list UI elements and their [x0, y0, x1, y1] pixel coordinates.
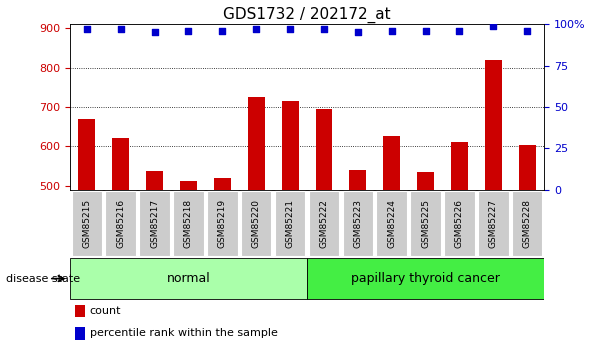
Point [353, 30, 363, 35]
Point [150, 30, 159, 35]
Bar [75, 327, 85, 339]
Bar [350, 170, 366, 190]
FancyBboxPatch shape [307, 258, 544, 299]
Bar [112, 138, 129, 190]
FancyBboxPatch shape [410, 191, 441, 256]
Text: GSM85224: GSM85224 [387, 199, 396, 248]
Point [421, 28, 430, 33]
FancyBboxPatch shape [72, 191, 102, 256]
Text: percentile rank within the sample: percentile rank within the sample [90, 328, 278, 338]
Text: GSM85221: GSM85221 [286, 199, 295, 248]
Text: disease state: disease state [6, 274, 80, 284]
Bar [180, 181, 197, 190]
FancyBboxPatch shape [139, 191, 170, 256]
Point [285, 26, 295, 32]
Bar [146, 171, 163, 190]
Point [319, 26, 329, 32]
Bar [451, 142, 468, 190]
Point [455, 28, 465, 33]
Text: GSM85225: GSM85225 [421, 199, 430, 248]
FancyBboxPatch shape [241, 191, 271, 256]
FancyBboxPatch shape [207, 191, 238, 256]
Point [387, 28, 396, 33]
Text: GSM85222: GSM85222 [319, 199, 328, 248]
Text: count: count [90, 306, 122, 316]
Bar [383, 136, 400, 190]
Bar [214, 178, 231, 190]
Text: GSM85219: GSM85219 [218, 199, 227, 248]
Point [218, 28, 227, 33]
Point [488, 23, 498, 29]
Text: GSM85227: GSM85227 [489, 199, 498, 248]
Bar [78, 119, 95, 190]
FancyBboxPatch shape [70, 258, 307, 299]
Text: GSM85215: GSM85215 [82, 199, 91, 248]
FancyBboxPatch shape [106, 191, 136, 256]
Text: papillary thyroid cancer: papillary thyroid cancer [351, 272, 500, 285]
Bar [248, 97, 264, 190]
Point [116, 26, 126, 32]
Text: GSM85228: GSM85228 [523, 199, 532, 248]
Text: GSM85217: GSM85217 [150, 199, 159, 248]
Point [522, 28, 532, 33]
Point [82, 26, 92, 32]
Bar [417, 172, 434, 190]
Bar [282, 101, 299, 190]
FancyBboxPatch shape [173, 191, 204, 256]
Text: GSM85220: GSM85220 [252, 199, 261, 248]
Text: normal: normal [167, 272, 210, 285]
Bar [316, 109, 333, 190]
Bar [75, 305, 80, 317]
FancyBboxPatch shape [342, 191, 373, 256]
Bar [485, 60, 502, 190]
FancyBboxPatch shape [376, 191, 407, 256]
Text: GSM85216: GSM85216 [116, 199, 125, 248]
Text: GSM85223: GSM85223 [353, 199, 362, 248]
Point [251, 26, 261, 32]
Text: GSM85218: GSM85218 [184, 199, 193, 248]
FancyBboxPatch shape [275, 191, 305, 256]
Bar [75, 305, 85, 317]
FancyBboxPatch shape [512, 191, 542, 256]
Point [184, 28, 193, 33]
Text: GSM85226: GSM85226 [455, 199, 464, 248]
Bar [519, 145, 536, 190]
Title: GDS1732 / 202172_at: GDS1732 / 202172_at [223, 7, 391, 23]
FancyBboxPatch shape [444, 191, 475, 256]
FancyBboxPatch shape [309, 191, 339, 256]
FancyBboxPatch shape [478, 191, 508, 256]
